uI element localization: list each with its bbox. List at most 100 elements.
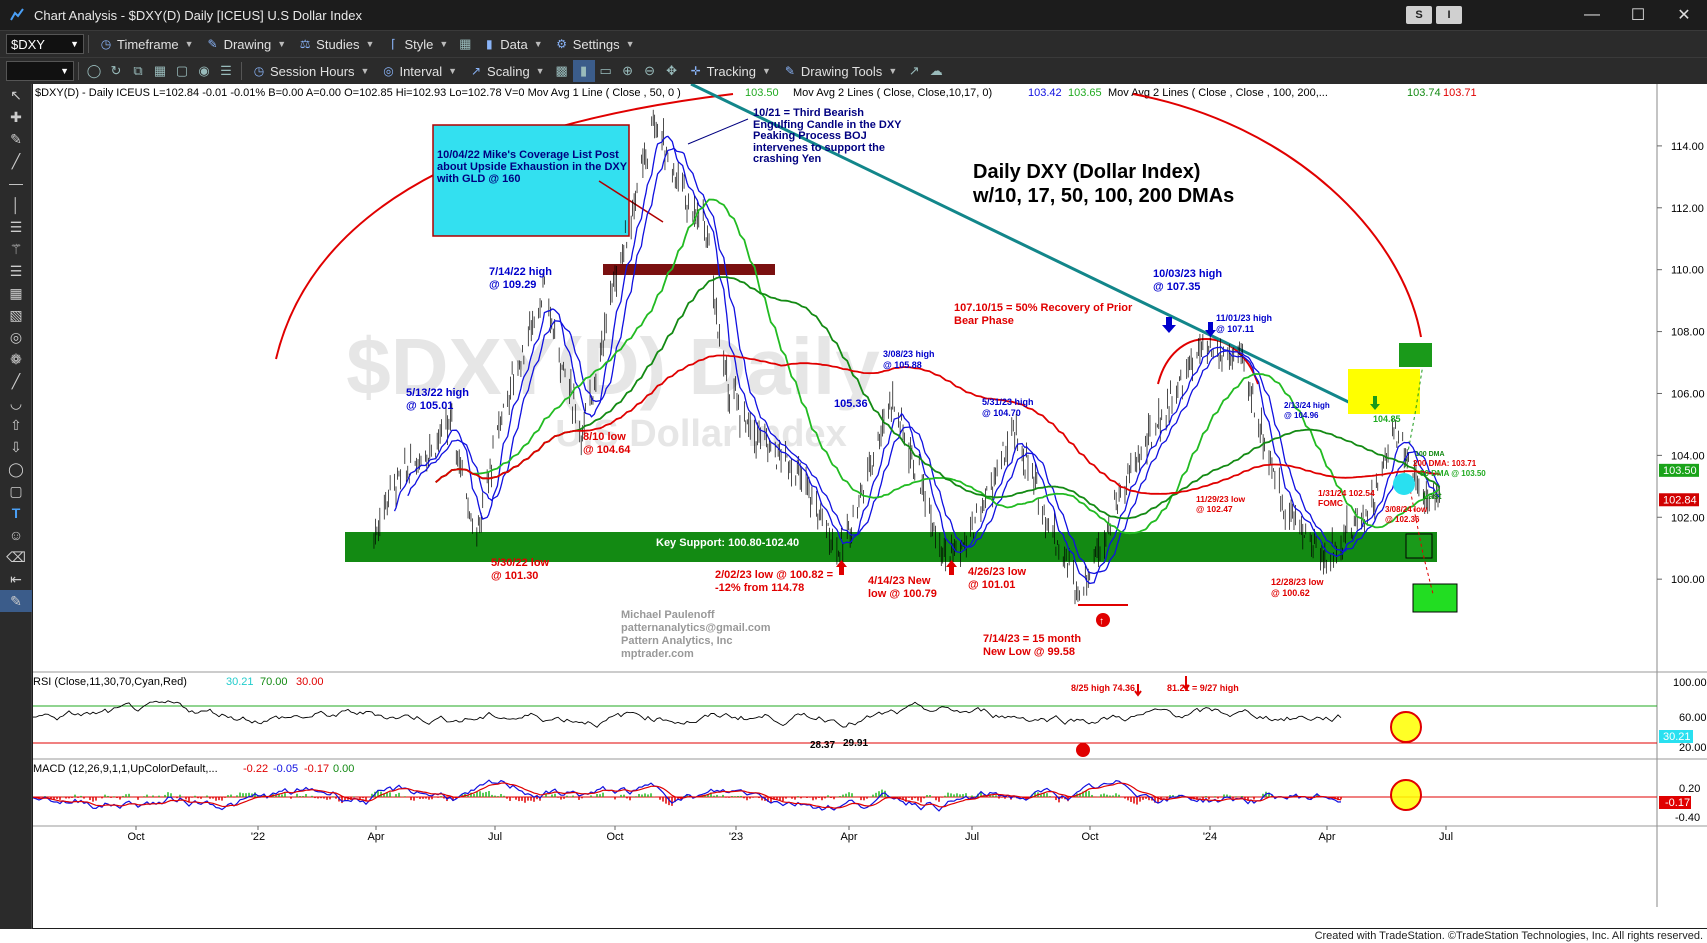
settings-menu[interactable]: ⚙ Settings ▼ bbox=[556, 36, 635, 52]
studies-label: Studies bbox=[316, 36, 360, 52]
price-tick: 106.00 bbox=[1671, 388, 1705, 400]
interval-icon: ◎ bbox=[383, 64, 394, 78]
crosshair-icon[interactable]: ✚ bbox=[10, 108, 22, 125]
interval-label: Interval bbox=[399, 63, 443, 79]
fib-icon[interactable]: ☰ bbox=[9, 262, 23, 279]
copy-icon[interactable]: ⧉ bbox=[133, 63, 143, 78]
scaling-label: Scaling bbox=[487, 63, 530, 79]
timeframe-menu[interactable]: ◷ Timeframe ▼ bbox=[100, 36, 194, 52]
drawing-toolbar: ↖ ✚ ✎ ╱ — │ ☰ ⚚ ☰ ▦ ▧ ◎ ❁ ╱ ◡ ⇧ ⇩ ◯ ▢ T … bbox=[0, 84, 32, 929]
pan-icon[interactable]: ✥ bbox=[666, 63, 678, 78]
price-tick: 110.00 bbox=[1671, 265, 1704, 277]
credit-name: Michael Paulenoff bbox=[621, 609, 715, 621]
clock-icon: ◷ bbox=[100, 37, 112, 51]
top-arc bbox=[1157, 338, 1259, 385]
arc-icon[interactable]: ◡ bbox=[9, 394, 23, 411]
bars-icon: ▮ bbox=[485, 37, 493, 51]
ellipse-icon[interactable]: ◯ bbox=[8, 460, 24, 477]
gann-icon[interactable]: ▦ bbox=[9, 284, 23, 301]
circle-icon[interactable]: ◯ bbox=[86, 63, 102, 78]
arrow-up-icon[interactable]: ⇧ bbox=[10, 416, 22, 433]
session-hours-label: Session Hours bbox=[270, 63, 355, 79]
price-tick: 112.00 bbox=[1671, 203, 1704, 215]
tracking-menu[interactable]: ✛ Tracking ▼ bbox=[690, 63, 771, 79]
pitchfork-icon[interactable]: ⚚ bbox=[9, 240, 23, 257]
bar-chart-icon[interactable]: ▩ bbox=[555, 63, 568, 78]
annot-4-26-23-low: 4/26/23 low @ 101.01 bbox=[968, 566, 1027, 591]
minimize-icon[interactable]: — bbox=[1584, 6, 1600, 23]
icon-tool-icon[interactable]: ☺ bbox=[8, 527, 24, 543]
window-icon[interactable]: ▢ bbox=[175, 63, 189, 78]
rsi-annot-29-91: 29.91 bbox=[843, 738, 868, 749]
arrow-up-icon bbox=[836, 560, 847, 575]
arrow-down-icon[interactable]: ⇩ bbox=[10, 438, 22, 455]
rsi-v2: 70.00 bbox=[260, 676, 288, 688]
rectangle-icon[interactable]: ▢ bbox=[9, 482, 23, 499]
grid-icon[interactable]: ▦ bbox=[153, 63, 167, 78]
eraser-icon[interactable]: ⌫ bbox=[6, 548, 26, 565]
annot-50pct-recovery: 107.10/15 = 50% Recovery of Prior Bear Ph… bbox=[954, 302, 1133, 327]
snap-icon[interactable]: ⇤ bbox=[10, 570, 22, 587]
text-icon[interactable]: T bbox=[11, 505, 21, 521]
regression-icon[interactable]: ╱ bbox=[11, 372, 21, 389]
i-button[interactable]: I bbox=[1436, 6, 1462, 24]
credit-email: patternanalytics@gmail.com bbox=[621, 622, 771, 634]
zoom-in-icon[interactable]: ⊕ bbox=[622, 63, 634, 78]
horizontal-line-icon[interactable]: — bbox=[9, 175, 23, 191]
list-icon[interactable]: ☰ bbox=[220, 63, 232, 78]
candle-icon[interactable]: ▮ bbox=[572, 60, 595, 82]
price-last-tag: 102.84 bbox=[1663, 494, 1697, 506]
pointer-icon[interactable]: ↖ bbox=[10, 86, 22, 103]
brush-icon[interactable]: ✎ bbox=[10, 130, 22, 147]
rsi-tick-20: 20.00 bbox=[1679, 742, 1707, 754]
zoom-out-icon[interactable]: ⊖ bbox=[644, 63, 656, 78]
downtrend-line bbox=[690, 82, 1364, 411]
interval-menu[interactable]: ◎ Interval ▼ bbox=[383, 63, 458, 79]
spiral-icon[interactable]: ❁ bbox=[10, 350, 22, 367]
time-tick: Apr bbox=[1318, 831, 1335, 843]
close-icon[interactable]: ✕ bbox=[1677, 7, 1691, 24]
chart-area[interactable]: $DXY(D) Daily U.S Dollar Index $DXY(D) -… bbox=[32, 82, 1707, 928]
pin-icon[interactable]: ◉ bbox=[198, 63, 210, 78]
speed-line-icon[interactable]: ▧ bbox=[9, 306, 23, 323]
rsi-red-marker bbox=[1076, 743, 1090, 757]
time-tick: Oct bbox=[606, 831, 623, 843]
price-tag-label: 104.85 bbox=[1373, 414, 1401, 424]
drawing-tools-icon: ✎ bbox=[784, 64, 795, 78]
vertical-line-icon[interactable]: │ bbox=[11, 197, 21, 213]
macd-signal-line bbox=[32, 782, 1342, 809]
refresh-icon[interactable]: ↻ bbox=[110, 63, 122, 78]
arrow-down-icon bbox=[1370, 396, 1380, 410]
symbol-input[interactable]: $DXY ▼ bbox=[6, 34, 84, 54]
scaling-menu[interactable]: ↗ Scaling ▼ bbox=[471, 63, 545, 79]
data-menu[interactable]: ▮ Data ▼ bbox=[476, 32, 548, 56]
channel-icon[interactable]: ☰ bbox=[9, 218, 23, 235]
legend-ma2: Mov Avg 2 Lines ( Close, Close,10,17, 0) bbox=[793, 87, 992, 99]
annot-1-31-24: 1/31/24 102.54 bbox=[1318, 488, 1375, 498]
annot-11-29-23-low: 11/29/23 low @ 102.47 bbox=[1196, 494, 1246, 514]
studies-menu[interactable]: ⚖ Studies ▼ bbox=[299, 36, 375, 52]
maximize-icon[interactable]: ☐ bbox=[1630, 7, 1646, 24]
credit-company: Pattern Analytics, Inc bbox=[621, 635, 732, 647]
pencil-icon: ✎ bbox=[207, 37, 218, 51]
s-button[interactable]: S bbox=[1406, 6, 1432, 24]
macd-v2: -0.05 bbox=[273, 763, 298, 775]
drawing-menu[interactable]: ✎ Drawing ▼ bbox=[207, 36, 287, 52]
export-icon[interactable]: ↗ bbox=[908, 63, 920, 78]
session-hours-menu[interactable]: ◷ Session Hours ▼ bbox=[253, 63, 370, 79]
interval-select[interactable]: ▼ bbox=[6, 61, 74, 81]
data-label: Data bbox=[500, 36, 528, 52]
peak-arc-left bbox=[275, 93, 734, 360]
magnet-icon[interactable]: ✎ bbox=[0, 590, 32, 612]
trendline-icon[interactable]: ╱ bbox=[11, 152, 21, 169]
layout-icon[interactable]: ▦ bbox=[459, 36, 472, 51]
drawing-tools-menu[interactable]: ✎ Drawing Tools ▼ bbox=[784, 63, 898, 79]
time-tick: Jul bbox=[488, 831, 502, 843]
cloud-icon[interactable]: ☁ bbox=[929, 63, 943, 78]
cycle-icon[interactable]: ◎ bbox=[9, 328, 23, 345]
line-icon[interactable]: ▭ bbox=[599, 63, 612, 78]
style-menu[interactable]: ⌈ Style ▼ bbox=[380, 32, 454, 56]
legend-main: $DXY(D) - Daily ICEUS L=102.84 -0.01 -0.… bbox=[35, 87, 681, 99]
macd-v1: -0.22 bbox=[243, 763, 268, 775]
macd-lines bbox=[32, 779, 1342, 812]
